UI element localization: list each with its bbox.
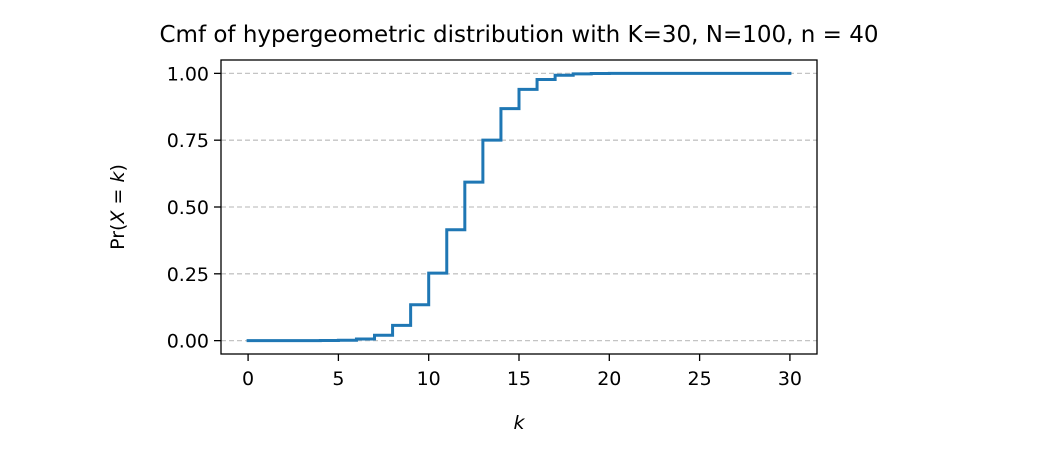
- x-tick-label-4: 20: [597, 368, 621, 390]
- y-tick-label-3: 0.75: [167, 130, 209, 152]
- y-tick-label-2: 0.50: [167, 197, 209, 219]
- y-axis-label-eq: =: [107, 183, 129, 211]
- x-tick-label-1: 5: [332, 368, 344, 390]
- y-axis-label-prefix: Pr(: [107, 224, 129, 250]
- y-axis-label-k: k: [107, 171, 129, 183]
- series-line-0: [246, 71, 792, 343]
- x-axis-label: k: [513, 412, 525, 434]
- y-axis-label: Pr(X = k): [107, 164, 129, 250]
- x-ticks: 0 5 10 15 20 25 30: [242, 354, 802, 390]
- series-layer: [246, 71, 792, 343]
- y-axis-label-var: X: [107, 210, 129, 225]
- x-tick-label-6: 30: [778, 368, 802, 390]
- y-tick-label-4: 1.00: [167, 63, 209, 85]
- y-axis-label-suffix: ): [107, 164, 129, 171]
- x-tick-label-0: 0: [242, 368, 254, 390]
- x-tick-label-3: 15: [507, 368, 531, 390]
- chart-title: Cmf of hypergeometric distribution with …: [159, 22, 878, 48]
- x-tick-label-5: 25: [688, 368, 712, 390]
- x-tick-label-2: 10: [417, 368, 441, 390]
- y-tick-label-1: 0.25: [167, 264, 209, 286]
- y-ticks: 0.00 0.25 0.50 0.75 1.00: [167, 63, 221, 353]
- y-tick-label-0: 0.00: [167, 331, 209, 353]
